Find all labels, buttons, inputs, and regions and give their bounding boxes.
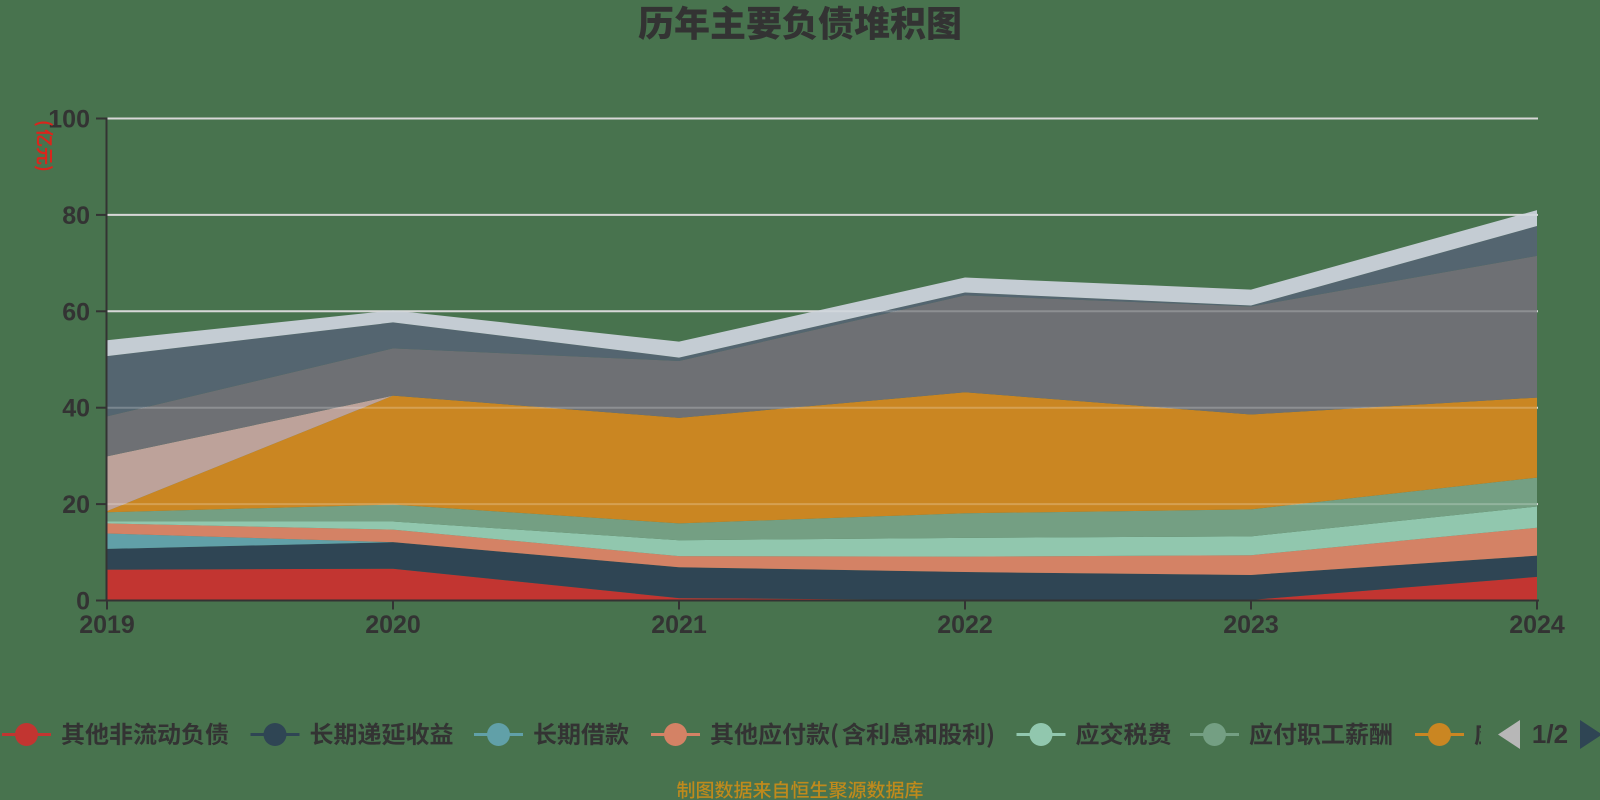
svg-text:1/2: 1/2 (1532, 719, 1568, 749)
svg-text:80: 80 (62, 202, 90, 230)
svg-text:20: 20 (62, 491, 90, 519)
svg-text:2023: 2023 (1223, 611, 1279, 639)
svg-text:60: 60 (62, 298, 90, 326)
svg-text:2022: 2022 (937, 611, 993, 639)
svg-text:40: 40 (62, 395, 90, 423)
svg-text:100: 100 (48, 106, 90, 134)
svg-text:2020: 2020 (365, 611, 421, 639)
svg-text:2021: 2021 (651, 611, 707, 639)
svg-text:0: 0 (76, 588, 90, 616)
svg-text:2024: 2024 (1509, 611, 1565, 639)
svg-text:2019: 2019 (79, 611, 135, 639)
